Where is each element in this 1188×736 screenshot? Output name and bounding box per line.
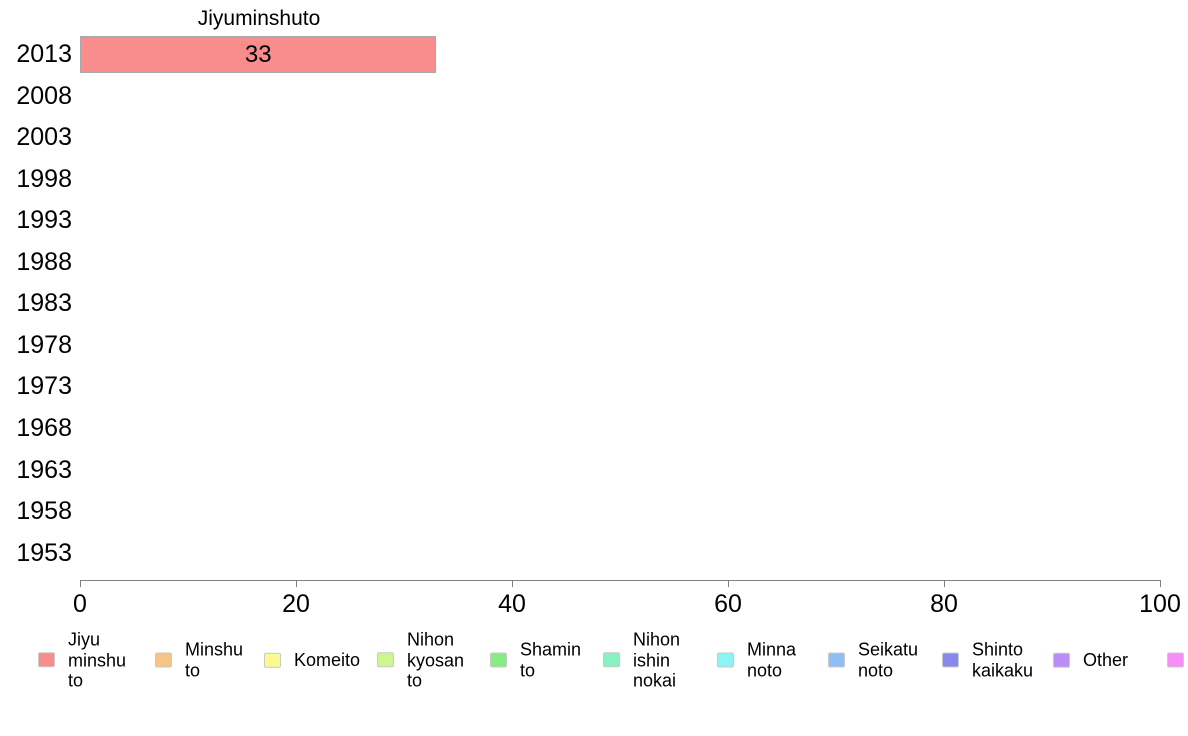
legend-swatch-icon [377,652,394,668]
legend-item: Nihon kyosan to [377,629,464,691]
legend-item: Komeito [264,650,360,671]
legend-item: Nihon ishin nokai [603,629,680,691]
bar-value-label: 33 [244,40,272,68]
x-axis-tick [727,580,729,587]
y-axis-label: 1973 [16,372,72,401]
legend-item: Other [1053,650,1128,671]
y-axis-label: 1953 [16,538,72,567]
legend-swatch-icon [1053,652,1070,668]
x-axis-tick-label: 80 [930,590,958,618]
x-axis-line [80,580,1160,581]
x-axis-tick [511,580,513,587]
legend-label: Minna noto [747,639,797,681]
y-axis-label: 1998 [16,164,72,193]
legend-label: Nihon kyosan to [407,629,465,691]
y-axis-label: 1963 [16,455,72,484]
x-axis-tick-label: 60 [714,590,742,618]
bar-2013: 33 [80,36,437,73]
y-axis-label: 2008 [16,81,72,110]
legend-item: Jiyu minshu to [38,629,126,691]
legend-label: Other [1083,649,1129,670]
x-axis-tick [79,580,81,587]
legend-swatch-icon [155,652,172,668]
legend-label: Seikatu noto [858,639,919,681]
x-axis-tick [1159,580,1161,587]
legend-label: Shamin to [520,639,582,681]
legend-item: Seikatu noto [828,640,918,681]
legend-item: Shamin to [490,640,581,681]
chart-title: Jiyuminshuto [197,7,321,30]
x-axis-tick-label: 40 [498,590,526,618]
legend-item [1167,652,1188,668]
x-axis-tick-label: 0 [73,590,87,618]
y-axis-label: 1968 [16,413,72,442]
legend-swatch-icon [717,652,734,668]
x-axis-tick-label: 20 [282,590,310,618]
legend-swatch-icon [942,652,959,668]
legend-label: Komeito [294,649,361,670]
legend-swatch-icon [828,652,845,668]
legend-swatch-icon [38,652,55,668]
legend-swatch-icon [264,652,281,668]
legend-swatch-icon [490,652,507,668]
y-axis-label: 1983 [16,289,72,318]
legend-label: Minshu to [185,639,244,681]
legend-item: Shinto kaikaku [942,640,1033,681]
legend-label: Jiyu minshu to [68,629,127,691]
x-axis-tick [295,580,297,587]
y-axis-label: 1978 [16,330,72,359]
legend-swatch-icon [1167,652,1184,668]
y-axis-label: 1988 [16,247,72,276]
y-axis-label: 1993 [16,206,72,235]
x-axis-tick-label: 100 [1139,590,1181,618]
y-axis-label: 2013 [16,40,72,68]
legend-label: Shinto kaikaku [972,639,1034,681]
x-axis-tick [943,580,945,587]
legend-label: Nihon ishin nokai [633,629,681,691]
legend-item: Minna noto [717,640,796,681]
legend-swatch-icon [603,652,620,668]
y-axis-label: 2003 [16,123,72,152]
legend-item: Minshu to [155,640,243,681]
y-axis-label: 1958 [16,497,72,526]
